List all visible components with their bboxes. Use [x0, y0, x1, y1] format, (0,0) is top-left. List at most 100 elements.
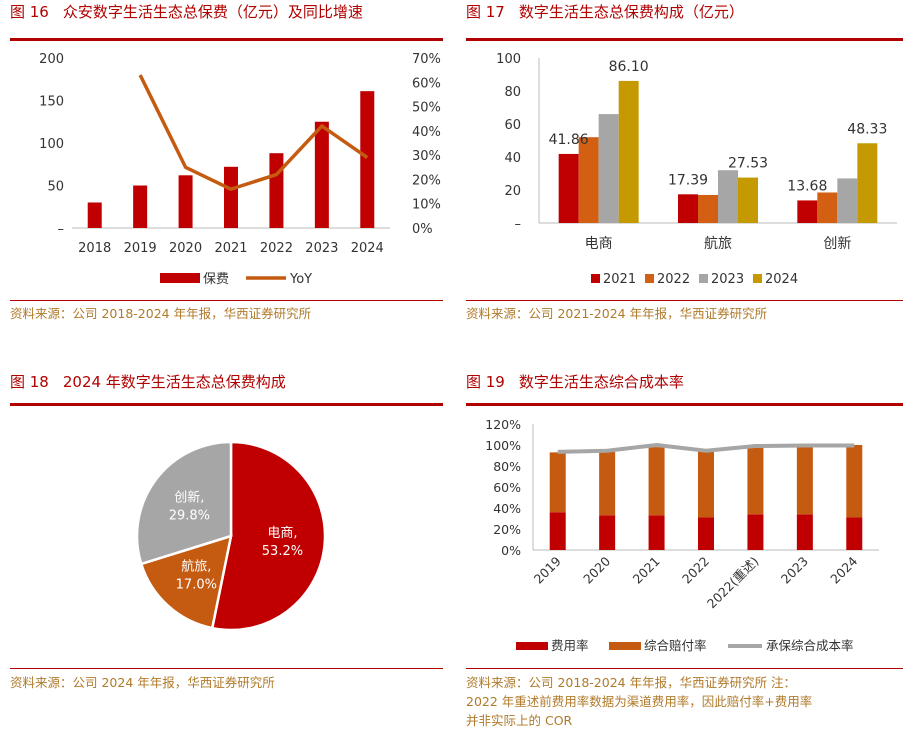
y-tick-label: 60 [504, 118, 521, 133]
y-tick-label: 100% [485, 438, 521, 453]
fig17-number: 图 17 [466, 3, 505, 21]
fig16-title-text: 众安数字生活生态总保费（亿元）及同比增速 [62, 3, 363, 21]
y-tick-label: 80% [493, 459, 521, 474]
x-tick-label: 2019 [124, 241, 157, 256]
fig18-source: 资料来源：公司 2024 年年报，华西证券研究所 [10, 675, 275, 690]
bar-loss-ratio [549, 452, 566, 513]
pie-label: 航旅, [181, 558, 211, 574]
y2-tick-label: 50% [412, 101, 441, 116]
x-tick-label: 电商 [585, 236, 613, 252]
fig16-title: 图 16 众安数字生活生态总保费（亿元）及同比增速 [10, 0, 363, 24]
bar-2023 [837, 178, 858, 223]
bar-premium [269, 153, 284, 228]
y2-tick-label: 0% [412, 222, 433, 237]
legend-label-yoy: YoY [289, 272, 312, 287]
y2-tick-label: 10% [412, 198, 441, 213]
chart-fig18: 电商, 53.2% 航旅, 17.0% 创新, 29.8% [135, 440, 327, 632]
fig19-source-rule [466, 668, 903, 669]
legend-label-2023: 2023 [711, 272, 744, 287]
x-tick-label: 2023 [305, 241, 338, 256]
y-tick-label: 50 [47, 180, 64, 195]
legend-label-loss-ratio: 综合赔付率 [644, 638, 707, 653]
chart-fig19: 0%20%40%60%80%100%120%2019 2020 2021 202220… [485, 417, 879, 653]
y-tick-label: 200 [39, 52, 64, 67]
bar-loss-ratio [698, 449, 714, 518]
legend-label-2021: 2021 [603, 272, 636, 287]
x-tick-label: 2023 [778, 554, 811, 587]
y2-tick-label: 30% [412, 149, 441, 164]
chart-fig16: – 50 100 150 200 0% 10% 20% 30% 40% 50% 60% 70% 2018 2… [39, 52, 441, 287]
pie-label: 创新, [174, 489, 204, 505]
y-tick-label: 0% [501, 543, 521, 558]
pie-label: 电商, [267, 526, 297, 541]
pie-value: 17.0% [176, 577, 217, 592]
x-tick-label: 2020 [580, 553, 613, 586]
bar-2024 [857, 143, 878, 223]
y2-tick-label: 70% [412, 52, 441, 67]
x-tick-label: 2019 [531, 553, 564, 586]
bar-loss-ratio [747, 447, 764, 515]
bar-expense-ratio [549, 512, 566, 550]
bar-2024 [618, 80, 639, 223]
bar-2022 [817, 192, 838, 223]
legend-swatch-premium [160, 273, 200, 283]
pie-slice-创新 [135, 440, 233, 566]
bar-expense-ratio [648, 515, 665, 550]
pie-value: 29.8% [169, 508, 210, 523]
data-label: 86.10 [609, 59, 649, 75]
bar-premium [133, 185, 148, 228]
fig19-title: 图 19 数字生活生态综合成本率 [466, 370, 684, 394]
y-tick-label: 40 [504, 151, 521, 166]
bar-2021 [558, 153, 579, 223]
y2-tick-label: 60% [412, 76, 441, 91]
bar-2023 [718, 170, 738, 223]
y-tick-label: – [515, 217, 522, 232]
fig18-title-rule [10, 403, 443, 406]
x-tick-label: 创新 [823, 236, 851, 252]
panel-fig16: 图 16 众安数字生活生态总保费（亿元）及同比增速 – 50 100 150 200 0% 1… [10, 0, 443, 330]
fig17-source: 资料来源：公司 2021-2024 年年报，华西证券研究所 [466, 306, 768, 321]
bar-2022 [578, 137, 599, 223]
fig19-source-line1: 资料来源：公司 2018-2024 年年报，华西证券研究所 注： [466, 675, 797, 690]
y-tick-label: 40% [493, 501, 521, 516]
legend-label-expense-ratio: 费用率 [551, 638, 589, 653]
panel-fig19: 图 19 数字生活生态综合成本率 0% 20% 40% 60% 80% 100% 120% 20… [466, 370, 903, 736]
fig16-number: 图 16 [10, 3, 49, 21]
bar-2022 [698, 194, 718, 223]
legend-swatch-2022 [645, 274, 654, 283]
x-tick-label: 2021 [630, 554, 663, 587]
y-tick-label: 150 [39, 95, 64, 110]
line-combined-ratio [557, 443, 855, 454]
bar-2021 [797, 200, 818, 223]
data-label: 48.33 [847, 121, 887, 137]
x-tick-label: 航旅 [704, 236, 732, 252]
fig17-title-text: 数字生活生态总保费构成（亿元） [518, 3, 744, 21]
fig16-title-rule [10, 38, 443, 41]
bar-expense-ratio [599, 515, 616, 550]
bar-2023 [598, 114, 619, 223]
fig18-title-text: 2024 年数字生活生态总保费构成 [62, 373, 286, 391]
fig19-source-line2: 2022 年重述前费用率数据为渠道费用率，因此赔付率+费用率 [466, 694, 813, 709]
x-tick-label: 2022 [260, 241, 293, 256]
legend-label-2024: 2024 [765, 272, 798, 287]
bar-expense-ratio [747, 514, 764, 550]
bar-2021 [678, 194, 698, 223]
fig16-source: 资料来源：公司 2018-2024 年年报，华西证券研究所 [10, 306, 312, 321]
x-tick-label: 2022 [679, 554, 712, 587]
bar-expense-ratio [846, 517, 863, 550]
chart-fig17: – 20 40 60 80 100 电商 航旅 创新 41.86 86.10 17.39 27.53 13… [496, 52, 897, 287]
fig18-source-rule [10, 668, 443, 669]
pie-value: 53.2% [262, 544, 303, 559]
fig17-title-rule [466, 38, 903, 41]
x-tick-label: 2024 [351, 241, 384, 256]
legend-label-combined-ratio: 承保综合成本率 [766, 638, 854, 653]
fig19-number: 图 19 [466, 373, 505, 391]
y-tick-label: 20 [504, 184, 521, 199]
x-tick-label: 2018 [78, 241, 111, 256]
y-tick-label: 20% [493, 522, 521, 537]
bar-expense-ratio [698, 517, 714, 550]
data-label: 13.68 [787, 178, 827, 194]
bar-premium [224, 166, 238, 228]
fig16-source-rule [10, 300, 443, 301]
x-tick-label: 2020 [169, 241, 202, 256]
